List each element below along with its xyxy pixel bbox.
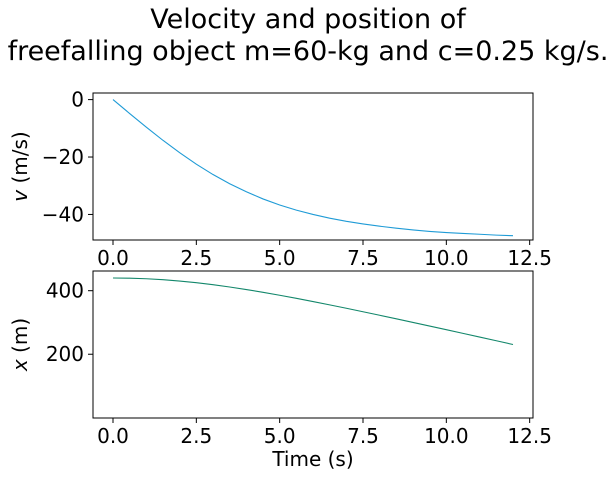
velocity-y-tick-label: 0 bbox=[71, 88, 84, 112]
figure-title: Velocity and position of freefalling obj… bbox=[0, 4, 616, 68]
position-x-tick-label: 0.0 bbox=[97, 424, 129, 448]
velocity-y-tick-label: −20 bbox=[42, 145, 84, 169]
position-axes-frame bbox=[92, 270, 534, 419]
position-y-axis-label: x (m) bbox=[8, 318, 32, 372]
velocity-y-tick-label: −40 bbox=[42, 202, 84, 226]
velocity-x-tick-label: 2.5 bbox=[180, 246, 212, 270]
velocity-series-line bbox=[112, 99, 514, 237]
position-y-tick-label: 400 bbox=[46, 279, 84, 303]
velocity-x-tick-label: 12.5 bbox=[507, 246, 552, 270]
figure-title-line-1: Velocity and position of bbox=[150, 4, 466, 35]
figure-title-line-2: freefalling object m=60-kg and c=0.25 kg… bbox=[7, 36, 609, 67]
position-subplot: 0.0 2.5 5.0 7.5 10.0 12.5 200 400 x (m) Time (s) bbox=[8, 270, 552, 471]
velocity-x-tick-label: 5.0 bbox=[264, 246, 296, 270]
position-series-line bbox=[112, 277, 514, 346]
velocity-axes-frame bbox=[92, 92, 534, 241]
position-x-tick-label: 7.5 bbox=[347, 424, 379, 448]
position-x-tick-label: 12.5 bbox=[507, 424, 552, 448]
velocity-subplot: 0.0 2.5 5.0 7.5 10.0 12.5 0 −20 −40 v (m/s) bbox=[8, 88, 552, 270]
position-x-tick-label: 10.0 bbox=[424, 424, 469, 448]
position-x-tick-label: 2.5 bbox=[180, 424, 212, 448]
velocity-x-tick-label: 0.0 bbox=[97, 246, 129, 270]
velocity-x-tick-label: 7.5 bbox=[347, 246, 379, 270]
position-x-axis-label: Time (s) bbox=[271, 447, 353, 471]
velocity-x-tick-label: 10.0 bbox=[424, 246, 469, 270]
velocity-y-axis-label: v (m/s) bbox=[8, 131, 32, 201]
position-x-tick-label: 5.0 bbox=[264, 424, 296, 448]
position-y-tick-label: 200 bbox=[46, 342, 84, 366]
